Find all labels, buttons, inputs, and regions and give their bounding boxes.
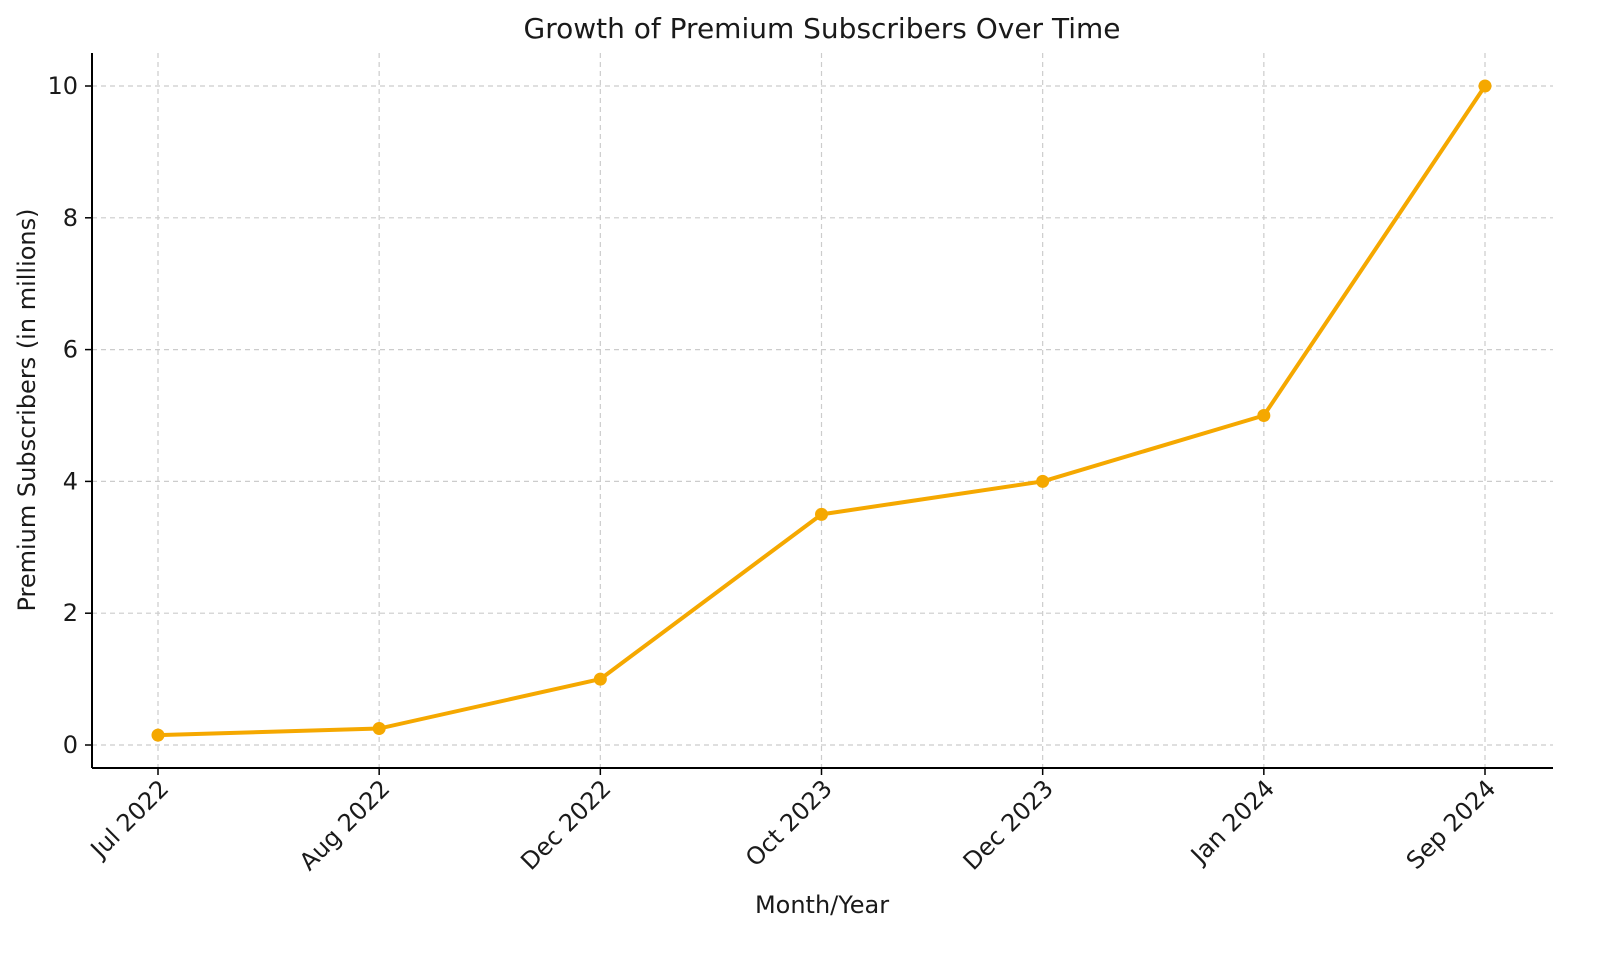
data-point-marker (1036, 474, 1050, 488)
y-tick-label: 6 (63, 336, 78, 364)
data-series (151, 79, 1492, 742)
y-tick-label: 10 (47, 72, 78, 100)
x-tick-label: Dec 2023 (958, 774, 1059, 875)
y-axis-label: Premium Subscribers (in millions) (13, 208, 41, 611)
x-tick-label: Sep 2024 (1401, 774, 1501, 874)
data-point-marker (372, 722, 386, 736)
y-axis-ticks: 0 2 4 6 8 10 (47, 72, 92, 759)
grid-lines (92, 53, 1553, 768)
y-tick-label: 0 (63, 731, 78, 759)
y-tick-label: 8 (63, 204, 78, 232)
x-tick-label: Oct 2023 (740, 774, 838, 872)
axes (91, 53, 1553, 769)
data-point-marker (1257, 409, 1271, 422)
data-point-marker (151, 728, 165, 742)
data-point-marker (593, 672, 607, 686)
x-axis-ticks: Jul 2022 Aug 2022 Dec 2022 Oct 2023 Dec 2023… (84, 768, 1501, 876)
y-tick-label: 4 (63, 467, 78, 495)
x-tick-label: Aug 2022 (294, 774, 396, 876)
data-point-marker (1478, 79, 1492, 93)
x-tick-label: Jul 2022 (84, 774, 174, 864)
x-tick-label: Jan 2024 (1184, 774, 1280, 870)
x-axis-label: Month/Year (755, 891, 889, 919)
y-tick-label: 2 (63, 599, 78, 627)
chart-title: Growth of Premium Subscribers Over Time (524, 12, 1121, 45)
x-tick-label: Dec 2022 (515, 774, 616, 875)
data-point-marker (815, 507, 828, 521)
